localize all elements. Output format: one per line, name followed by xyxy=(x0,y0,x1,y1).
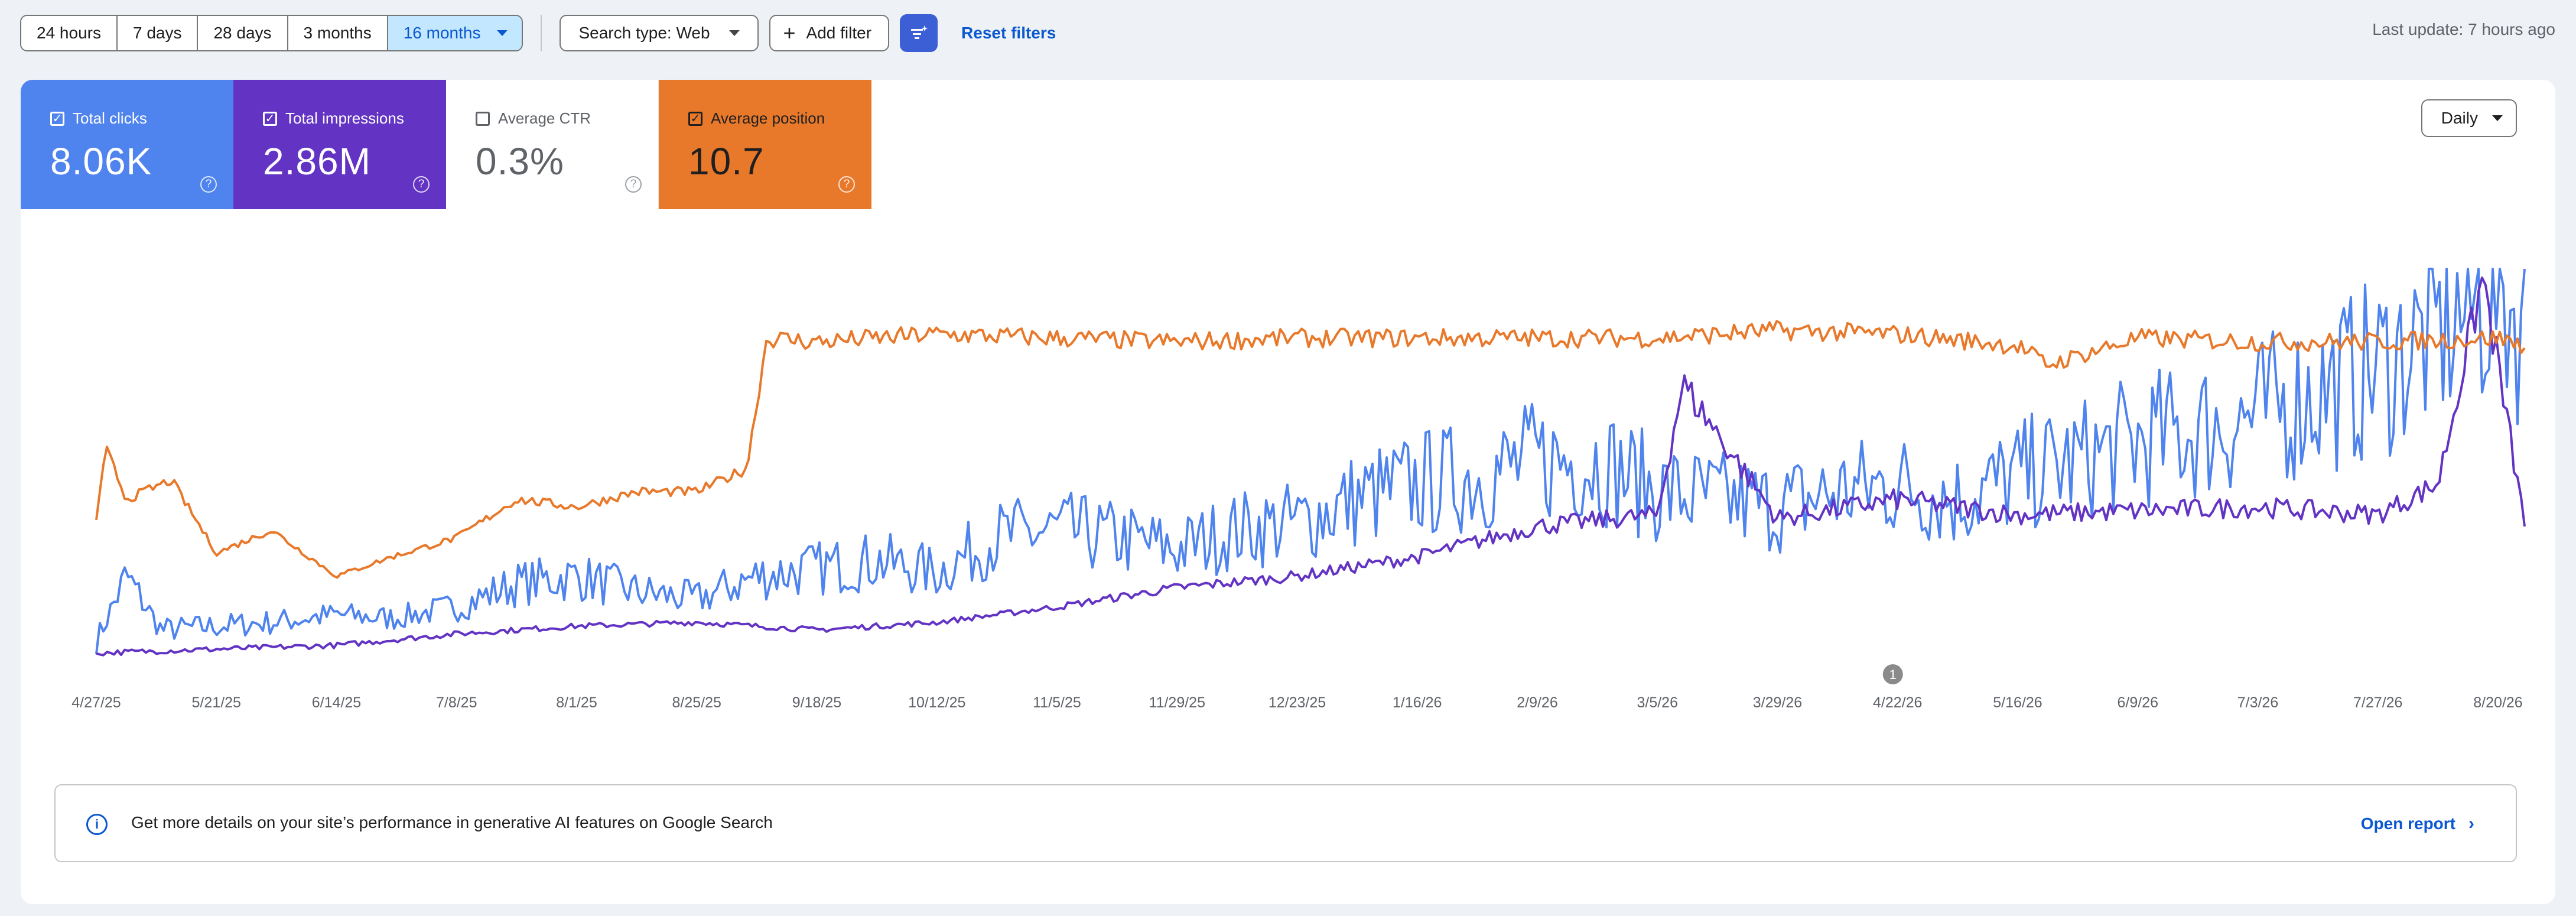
series-line-total-clicks xyxy=(95,268,2526,655)
x-tick-label: 6/14/25 xyxy=(312,694,361,711)
x-tick-label: 2/9/26 xyxy=(1517,694,1558,711)
range-16-months-label: 16 months xyxy=(403,24,481,42)
x-tick-label: 1/16/26 xyxy=(1393,694,1442,711)
add-filter-button[interactable]: + Add filter xyxy=(769,15,890,51)
x-tick-label: 10/12/25 xyxy=(908,694,965,711)
x-tick-label: 4/27/25 xyxy=(71,694,121,711)
metric-value-position: 10.7 xyxy=(688,140,765,183)
x-tick-label: 11/29/25 xyxy=(1149,694,1205,711)
metric-value-ctr: 0.3% xyxy=(476,140,564,183)
range-24-hours[interactable]: 24 hours xyxy=(21,16,118,50)
metric-label-row: ✓ Total impressions xyxy=(263,109,446,128)
x-tick-label: 11/5/25 xyxy=(1033,694,1081,711)
metric-tile-clicks[interactable]: ✓ Total clicks 8.06K ? xyxy=(21,80,233,209)
x-tick-label: 12/23/25 xyxy=(1269,694,1326,711)
range-28-days[interactable]: 28 days xyxy=(198,16,288,50)
checkbox-checked-icon[interactable]: ✓ xyxy=(688,111,702,126)
metric-label-row: ✓ Average position xyxy=(688,109,871,128)
checkbox-checked-icon[interactable]: ✓ xyxy=(263,111,277,126)
x-tick-label: 8/20/26 xyxy=(2473,694,2522,711)
performance-card: ✓ Total clicks 8.06K ? ✓ Total impressio… xyxy=(21,80,2555,904)
metric-tile-ctr[interactable]: Average CTR 0.3% ? xyxy=(446,80,659,209)
x-tick-label: 8/1/25 xyxy=(556,694,597,711)
series-line-total-impressions xyxy=(96,276,2526,657)
last-update-text: Last update: 7 hours ago xyxy=(2372,20,2555,38)
ai-features-banner: i Get more details on your site’s perfor… xyxy=(54,784,2517,862)
search-type-label: Search type: Web xyxy=(578,24,710,42)
x-tick-label: 5/21/25 xyxy=(192,694,241,711)
x-tick-label: 4/22/26 xyxy=(1873,694,1922,711)
open-report-label: Open report xyxy=(2360,814,2455,833)
checkbox-unchecked-icon[interactable] xyxy=(476,111,490,126)
metric-tile-position[interactable]: ✓ Average position 10.7 ? xyxy=(659,80,871,209)
x-tick-label: 8/25/25 xyxy=(672,694,721,711)
x-tick-label: 7/8/25 xyxy=(436,694,477,711)
chevron-down-icon xyxy=(497,30,508,36)
filter-settings-button[interactable] xyxy=(900,14,938,52)
performance-chart: 4/27/25 5/21/25 6/14/25 7/8/25 8/1/25 8/25/25… xyxy=(71,268,2526,711)
plus-icon: + xyxy=(783,21,796,45)
open-report-link[interactable]: Open report › xyxy=(2361,814,2474,834)
x-tick-label: 3/29/26 xyxy=(1753,694,1802,711)
x-tick-label: 5/16/26 xyxy=(1993,694,2042,711)
metric-label-clicks: Total clicks xyxy=(73,109,147,127)
x-tick-label: 6/9/26 xyxy=(2117,694,2158,711)
chevron-right-icon: › xyxy=(2468,814,2474,833)
reset-filters-link[interactable]: Reset filters xyxy=(961,24,1056,42)
metric-label-position: Average position xyxy=(711,109,825,127)
search-type-button[interactable]: Search type: Web xyxy=(560,15,759,51)
annotation-count: 1 xyxy=(1889,667,1897,682)
range-16-months[interactable]: 16 months xyxy=(388,16,522,50)
range-3-months[interactable]: 3 months xyxy=(288,16,388,50)
banner-text: Get more details on your site’s performa… xyxy=(131,813,773,831)
toolbar: 24 hours 7 days 28 days 3 months 16 mont… xyxy=(20,14,1056,52)
metric-label-row: Average CTR xyxy=(476,109,658,128)
x-tick-label: 7/27/26 xyxy=(2353,694,2402,711)
x-tick-label: 7/3/26 xyxy=(2237,694,2279,711)
info-icon: i xyxy=(86,814,108,835)
metric-value-impressions: 2.86M xyxy=(263,140,371,183)
help-icon[interactable]: ? xyxy=(200,176,217,193)
chevron-down-icon xyxy=(728,30,740,36)
add-filter-label: Add filter xyxy=(806,24,872,42)
x-tick-label: 3/5/26 xyxy=(1637,694,1678,711)
toolbar-divider xyxy=(541,15,542,51)
annotation-marker[interactable]: 1 xyxy=(1882,664,1903,684)
series-line-average-position xyxy=(95,320,2526,579)
metric-value-clicks: 8.06K xyxy=(50,140,152,183)
metric-tile-impressions[interactable]: ✓ Total impressions 2.86M ? xyxy=(233,80,446,209)
date-range-selector: 24 hours 7 days 28 days 3 months 16 mont… xyxy=(20,15,523,51)
help-icon[interactable]: ? xyxy=(413,176,430,193)
range-7-days[interactable]: 7 days xyxy=(117,16,199,50)
help-icon[interactable]: ? xyxy=(838,176,855,193)
metric-label-impressions: Total impressions xyxy=(285,109,404,127)
checkbox-checked-icon[interactable]: ✓ xyxy=(50,111,64,126)
x-tick-label: 9/18/25 xyxy=(792,694,841,711)
filter-sparkle-icon xyxy=(911,25,928,39)
granularity-label: Daily xyxy=(2441,109,2478,127)
chevron-down-icon xyxy=(2492,115,2503,121)
metric-label-row: ✓ Total clicks xyxy=(50,109,233,128)
help-icon[interactable]: ? xyxy=(625,176,642,193)
metric-label-ctr: Average CTR xyxy=(498,109,591,127)
granularity-dropdown[interactable]: Daily xyxy=(2421,99,2517,137)
